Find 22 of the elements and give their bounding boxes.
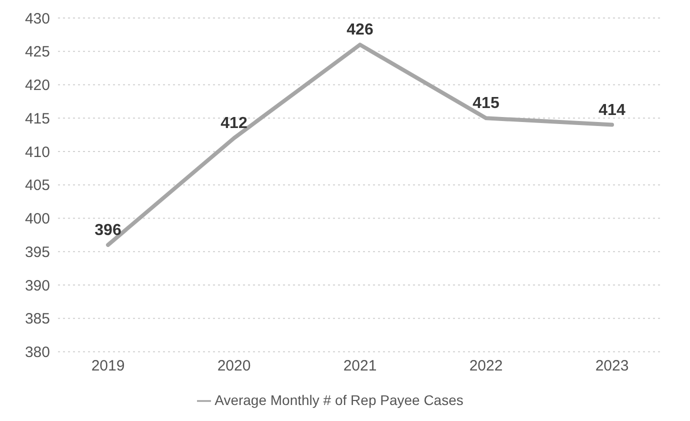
y-tick-label: 405 bbox=[24, 177, 50, 194]
x-tick-label: 2022 bbox=[469, 357, 503, 374]
x-tick-label: 2020 bbox=[217, 357, 251, 374]
y-tick-label: 420 bbox=[24, 77, 50, 94]
y-tick-label: 425 bbox=[24, 44, 50, 61]
data-label: 414 bbox=[598, 102, 626, 119]
data-label: 396 bbox=[94, 222, 122, 239]
x-tick-label: 2021 bbox=[343, 357, 377, 374]
data-label: 415 bbox=[472, 95, 500, 112]
y-tick-label: 380 bbox=[24, 344, 50, 362]
x-tick-label: 2023 bbox=[595, 357, 629, 374]
y-tick-label: 430 bbox=[24, 10, 50, 28]
data-label: 426 bbox=[346, 22, 374, 39]
y-tick-label: 410 bbox=[24, 144, 50, 161]
x-tick-label: 2019 bbox=[91, 357, 125, 374]
y-tick-label: 400 bbox=[24, 210, 50, 228]
legend-label: Average Monthly # of Rep Payee Cases bbox=[214, 392, 464, 408]
y-tick-label: 390 bbox=[24, 277, 50, 294]
y-tick-label: 385 bbox=[24, 310, 50, 328]
data-label: 412 bbox=[220, 115, 248, 132]
y-tick-label: 395 bbox=[24, 244, 50, 261]
y-tick-label: 415 bbox=[24, 110, 50, 128]
